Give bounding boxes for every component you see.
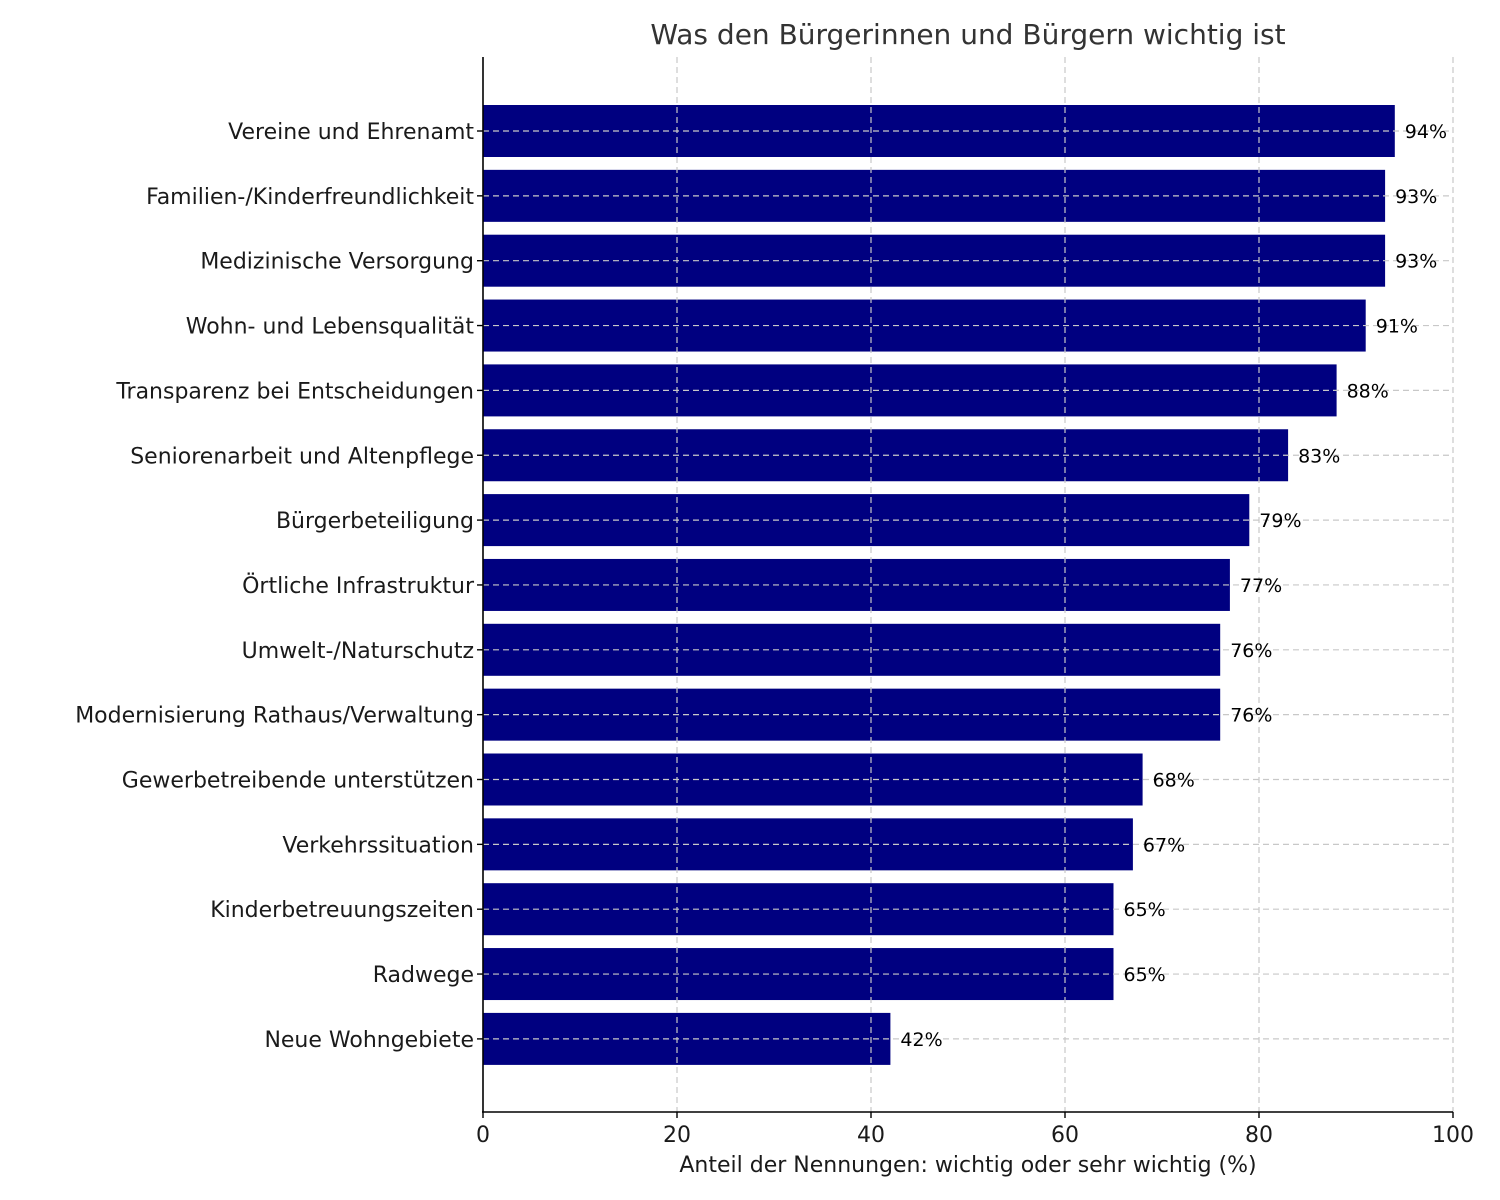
value-label: 91%: [1376, 316, 1418, 338]
x-tick-labels: 0 20 40 60 80 100: [476, 1112, 1474, 1148]
category-label: Medizinische Versorgung: [200, 250, 474, 275]
value-label: 42%: [900, 1029, 942, 1051]
category-label: Neue Wohngebiete: [264, 1028, 474, 1053]
x-tick-label: 80: [1245, 1123, 1273, 1148]
category-label: Örtliche Infrastruktur: [242, 573, 475, 599]
category-label: Wohn- und Lebensqualität: [186, 315, 475, 340]
value-label: 76%: [1230, 640, 1272, 662]
value-label: 76%: [1230, 705, 1272, 727]
category-label: Seniorenarbeit und Altenpflege: [130, 444, 474, 469]
value-label: 65%: [1124, 899, 1166, 921]
x-tick-label: 60: [1051, 1123, 1079, 1148]
category-label: Umwelt-/Naturschutz: [242, 639, 474, 664]
chart-title: Was den Bürgerinnen und Bürgern wichtig …: [650, 18, 1285, 51]
x-axis-title: Anteil der Nennungen: wichtig oder sehr …: [679, 1153, 1256, 1178]
bar: [483, 753, 1143, 806]
category-label: Kinderbetreuungszeiten: [210, 898, 474, 923]
category-labels: Vereine und Ehrenamt Familien-/Kinderfreu…: [75, 120, 475, 1053]
value-label: 68%: [1153, 770, 1195, 792]
category-label: Transparenz bei Entscheidungen: [115, 379, 474, 404]
category-label: Verkehrssituation: [282, 833, 474, 858]
value-label: 79%: [1259, 510, 1301, 532]
value-label: 94%: [1405, 121, 1447, 143]
value-label: 93%: [1395, 251, 1437, 273]
grid-lines: [483, 57, 1454, 1112]
x-tick-label: 40: [857, 1123, 885, 1148]
category-label: Vereine und Ehrenamt: [228, 120, 474, 145]
value-label: 93%: [1395, 186, 1437, 208]
x-tick-label: 0: [476, 1123, 490, 1148]
value-labels: 94% 93% 93% 91% 88% 83% 79% 77% 76% 76% 68% 67% 65% 6…: [900, 121, 1447, 1051]
value-label: 77%: [1240, 575, 1282, 597]
value-label: 65%: [1124, 964, 1166, 986]
category-label: Bürgerbeteiligung: [276, 509, 474, 534]
value-label: 83%: [1298, 445, 1340, 467]
value-label: 67%: [1143, 834, 1185, 856]
x-tick-label: 20: [663, 1123, 691, 1148]
category-label: Radwege: [373, 963, 474, 988]
value-label: 88%: [1347, 380, 1389, 402]
category-label: Familien-/Kinderfreundlichkeit: [146, 185, 474, 210]
x-tick-label: 100: [1432, 1123, 1474, 1148]
category-label: Gewerbetreibende unterstützen: [122, 769, 474, 794]
category-label: Modernisierung Rathaus/Verwaltung: [75, 704, 474, 729]
